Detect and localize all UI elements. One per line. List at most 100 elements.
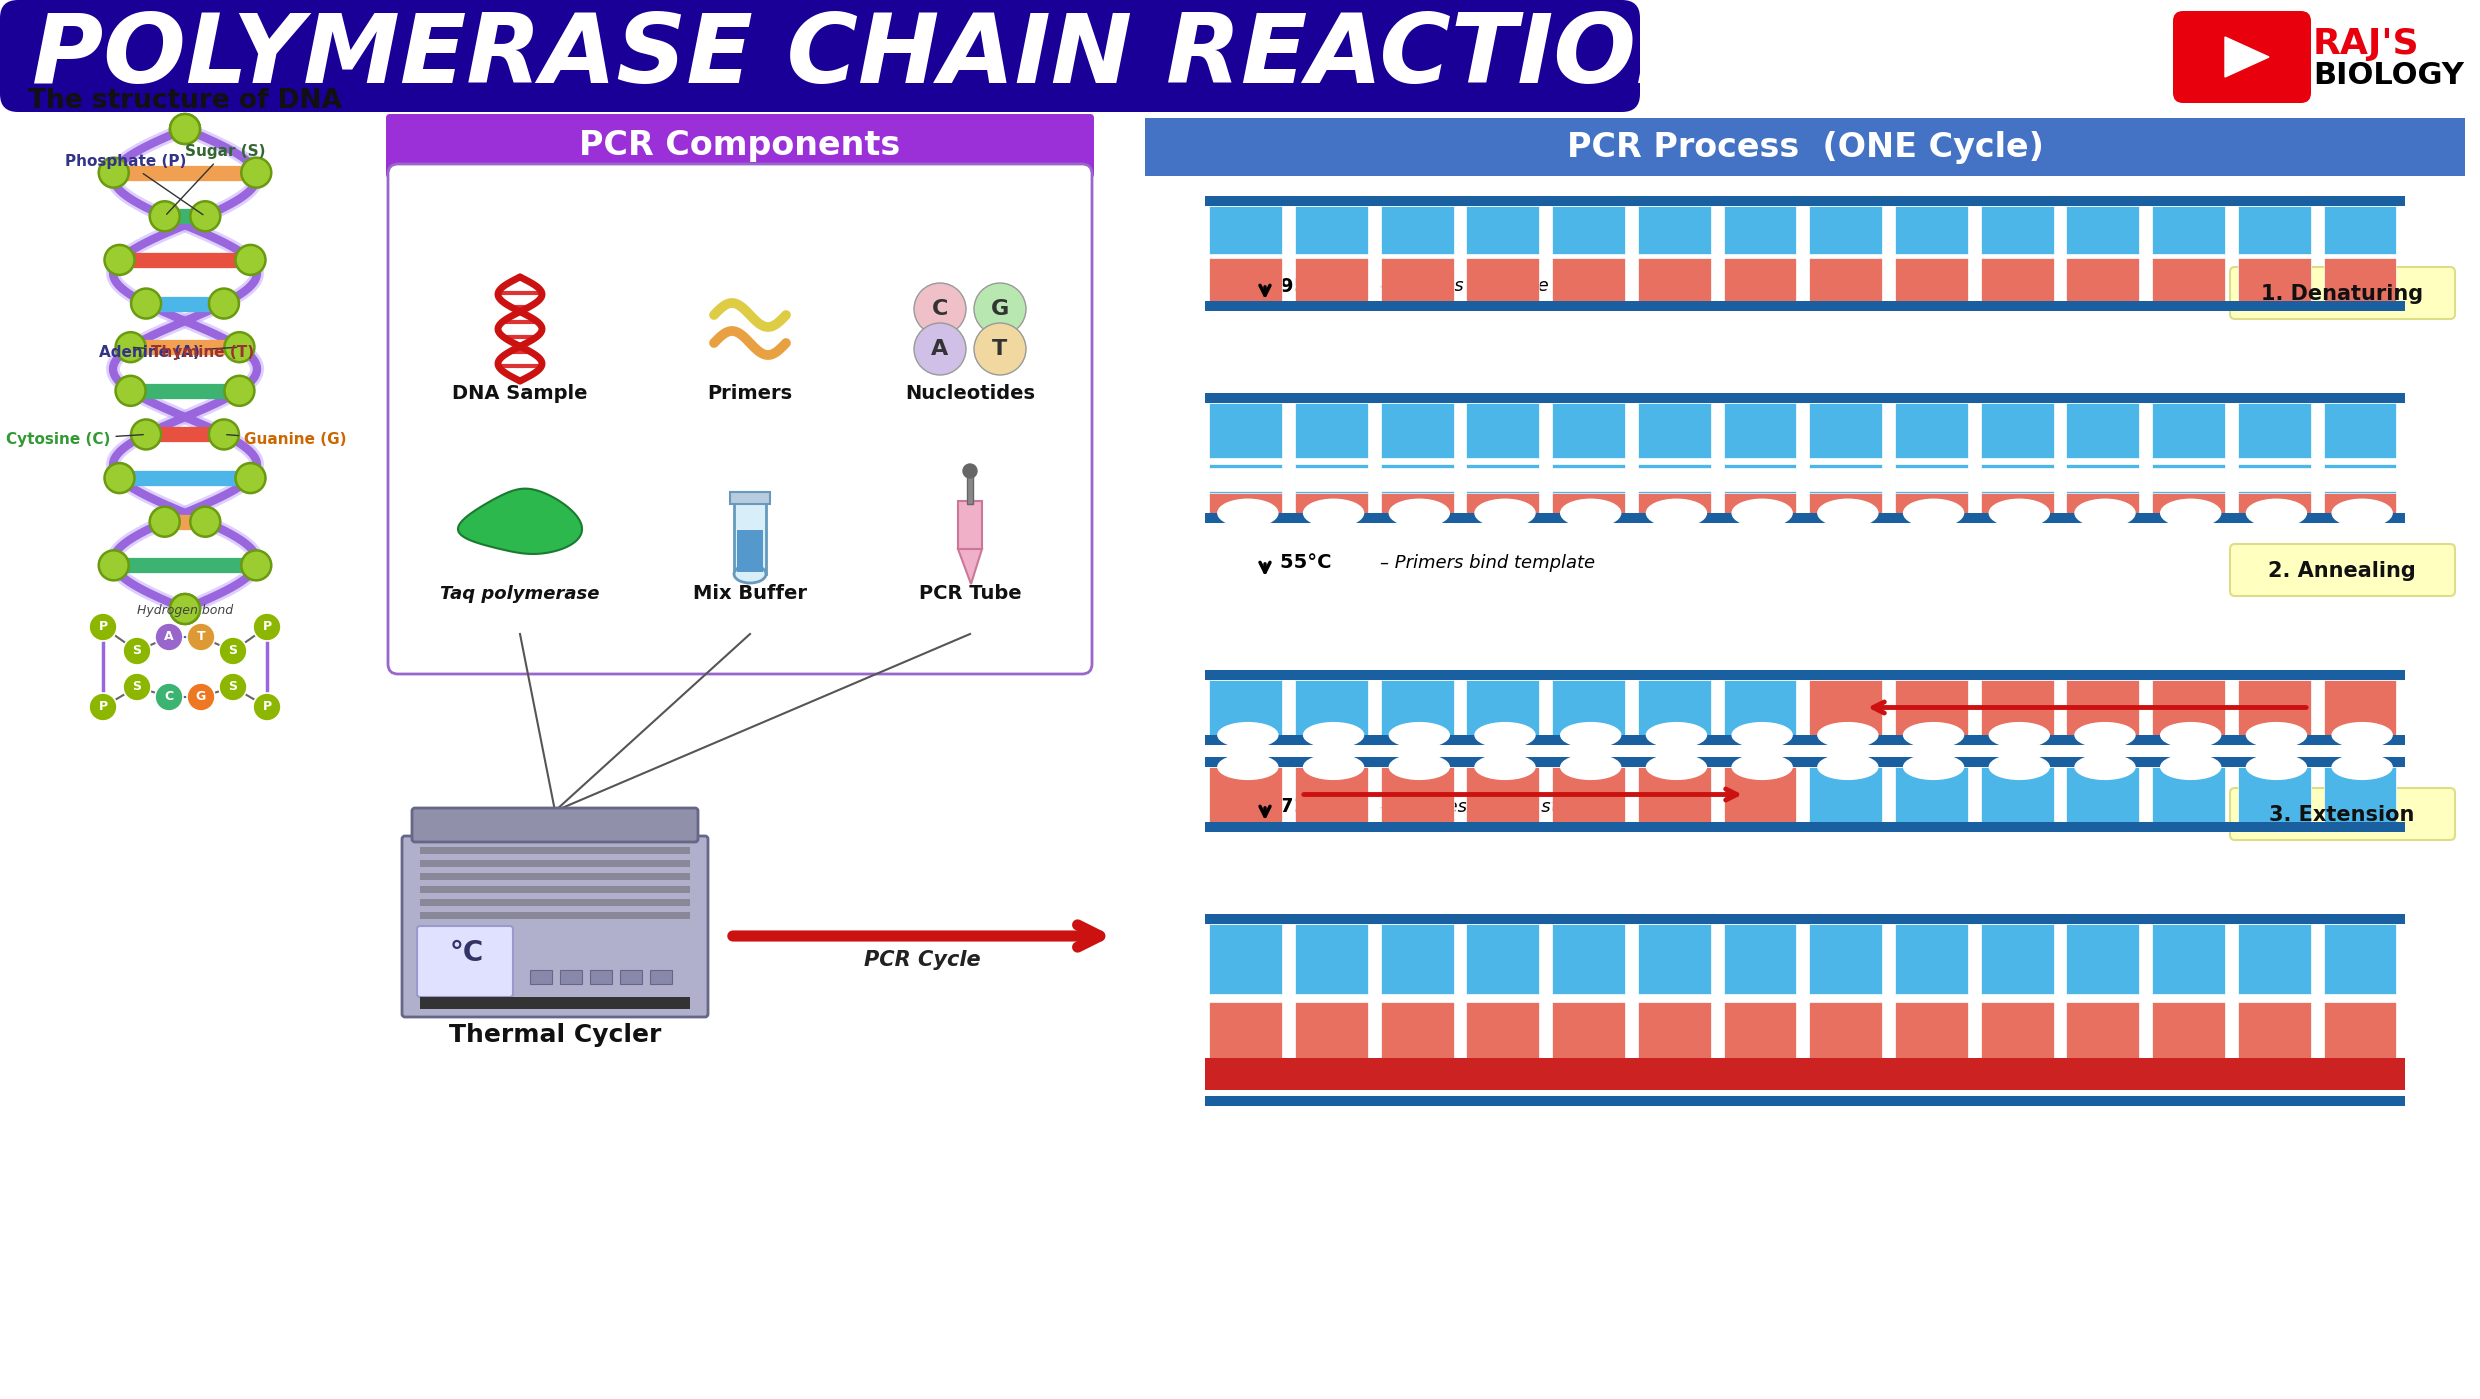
Text: S: S xyxy=(228,645,238,658)
Bar xyxy=(1982,259,2053,301)
Text: 2. Annealing: 2. Annealing xyxy=(2269,561,2416,581)
Bar xyxy=(2066,463,2140,513)
Polygon shape xyxy=(459,488,583,554)
Circle shape xyxy=(117,332,146,362)
Circle shape xyxy=(171,113,201,144)
Bar xyxy=(1810,1002,1882,1058)
Text: S: S xyxy=(131,680,141,694)
FancyBboxPatch shape xyxy=(387,113,1094,178)
Text: Guanine (G): Guanine (G) xyxy=(226,432,347,448)
Ellipse shape xyxy=(2076,723,2135,747)
Bar xyxy=(1810,259,1882,301)
Ellipse shape xyxy=(1476,723,1535,747)
Text: 55°C: 55°C xyxy=(1280,554,1339,572)
Text: C: C xyxy=(932,299,947,319)
Bar xyxy=(1295,469,1369,491)
Bar xyxy=(1466,206,1540,253)
Bar xyxy=(2324,206,2396,253)
Ellipse shape xyxy=(1476,754,1535,779)
Bar xyxy=(2237,206,2311,253)
Bar xyxy=(2237,259,2311,301)
FancyBboxPatch shape xyxy=(412,809,697,842)
Text: Thermal Cycler: Thermal Cycler xyxy=(449,1023,662,1046)
Bar xyxy=(1295,403,1369,457)
Text: PCR Cycle: PCR Cycle xyxy=(863,950,980,970)
Bar xyxy=(1205,767,2406,823)
Ellipse shape xyxy=(1731,723,1793,747)
Text: The structure of DNA: The structure of DNA xyxy=(27,88,342,113)
Ellipse shape xyxy=(1304,723,1364,747)
Bar xyxy=(1810,206,1882,253)
Circle shape xyxy=(962,464,977,478)
Ellipse shape xyxy=(1818,754,1877,779)
Bar xyxy=(1724,923,1796,993)
Bar xyxy=(1637,206,1711,253)
Bar xyxy=(620,970,642,983)
Bar xyxy=(1810,923,1882,993)
Circle shape xyxy=(223,376,255,406)
Bar xyxy=(1466,492,1540,513)
Bar xyxy=(1552,680,1624,734)
Bar xyxy=(531,970,553,983)
Text: G: G xyxy=(196,691,206,704)
Bar xyxy=(1982,767,2053,823)
Ellipse shape xyxy=(1218,499,1277,527)
Text: G: G xyxy=(992,299,1009,319)
Ellipse shape xyxy=(1647,499,1706,527)
Circle shape xyxy=(218,637,248,665)
Bar xyxy=(1210,463,1282,513)
Circle shape xyxy=(208,420,238,449)
Circle shape xyxy=(154,683,184,711)
Bar xyxy=(1724,206,1796,253)
Bar xyxy=(1205,670,2406,680)
Bar xyxy=(419,846,689,853)
Bar xyxy=(2324,767,2396,823)
Bar xyxy=(2066,767,2140,823)
Bar xyxy=(1205,513,2406,523)
Bar xyxy=(1637,680,1711,734)
Bar xyxy=(1724,680,1796,734)
Ellipse shape xyxy=(2247,723,2306,747)
Bar xyxy=(1552,767,1624,823)
Bar xyxy=(1205,196,2406,206)
Bar xyxy=(2153,492,2225,513)
Bar xyxy=(1210,492,1282,513)
Bar xyxy=(1724,767,1796,823)
Circle shape xyxy=(241,550,270,581)
Bar xyxy=(2153,767,2225,823)
Bar xyxy=(1552,259,1624,301)
Bar xyxy=(1810,463,1882,513)
Bar xyxy=(1724,463,1796,513)
Bar xyxy=(1210,923,1282,993)
Circle shape xyxy=(149,506,179,537)
Bar xyxy=(1810,492,1882,513)
Ellipse shape xyxy=(1389,754,1448,779)
Bar xyxy=(1895,206,1967,253)
Bar xyxy=(1295,206,1369,253)
Text: PCR Process  (ONE Cycle): PCR Process (ONE Cycle) xyxy=(1567,130,2044,164)
Bar xyxy=(1381,1002,1453,1058)
Bar xyxy=(957,501,982,548)
Bar xyxy=(1982,463,2053,513)
Bar xyxy=(419,860,689,867)
Text: Hydrogen bond: Hydrogen bond xyxy=(136,604,233,617)
Text: PCR Tube: PCR Tube xyxy=(918,583,1022,603)
Bar xyxy=(1637,259,1711,301)
Circle shape xyxy=(186,623,216,651)
Bar xyxy=(1381,403,1453,457)
Bar xyxy=(1552,492,1624,513)
Ellipse shape xyxy=(1989,499,2048,527)
Text: Primers: Primers xyxy=(707,383,794,403)
Bar xyxy=(1295,680,1369,734)
Circle shape xyxy=(253,613,280,641)
Ellipse shape xyxy=(1218,754,1277,779)
Bar xyxy=(1552,403,1624,457)
Circle shape xyxy=(208,288,238,319)
Bar xyxy=(2153,923,2225,993)
Circle shape xyxy=(975,283,1027,334)
Bar xyxy=(1210,259,1282,301)
Bar xyxy=(2066,1002,2140,1058)
Bar xyxy=(1724,259,1796,301)
Text: S: S xyxy=(131,645,141,658)
Bar xyxy=(734,502,766,574)
